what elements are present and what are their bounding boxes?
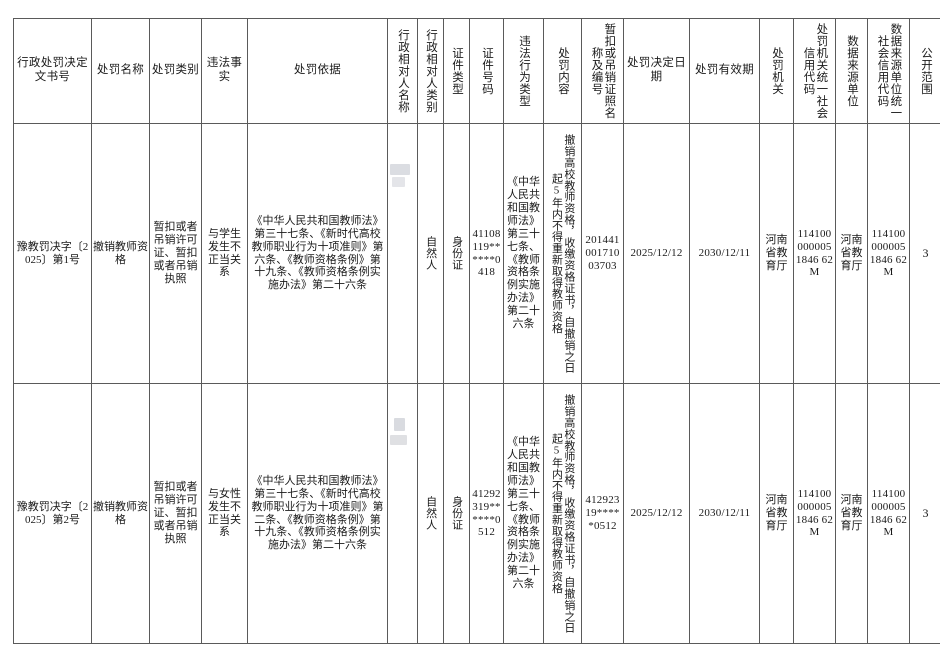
col-header-penalty-basis: 处罚依据 — [247, 18, 388, 124]
cell-authority: 河南省教育厅 — [759, 123, 794, 384]
cell-authority: 河南省教育厅 — [759, 383, 794, 644]
cell-cert-number: 41292319******0512 — [469, 383, 504, 644]
cell-public-range: 3 — [909, 123, 940, 384]
cell-source-unit-credit-code: 1141000000051846 62M — [867, 123, 910, 384]
cell-illegal-fact: 与女性发生不正当关系 — [201, 383, 248, 644]
header-label: 处罚决定日期 — [627, 57, 686, 83]
header-label: 处罚名称 — [96, 64, 145, 77]
table-header: 行政处罚决定文书号 处罚名称 处罚类别 违法事实 处罚依据 行政相对人名称 行政… — [13, 18, 940, 124]
cell-violation-type: 《中华人民共和国教师法》第三十七条、《教师资格条例实施办法》第二十六条 — [503, 383, 544, 644]
cell-valid-period: 2030/12/11 — [689, 383, 760, 644]
cell-penalty-name: 撤销教师资格 — [91, 123, 150, 384]
cell-public-range: 3 — [909, 383, 940, 644]
header-label: 行政相对人类别 — [424, 29, 437, 113]
cell-cert-type: 身份证 — [443, 123, 470, 384]
col-header-party-name: 行政相对人名称 — [387, 18, 418, 124]
cell-party-type: 自然人 — [417, 383, 444, 644]
cell-decision-date: 2025/12/12 — [623, 383, 690, 644]
col-header-penalty-category: 处罚类别 — [149, 18, 202, 124]
col-header-public-range: 公开范围 — [909, 18, 940, 124]
header-label: 证件号码 — [480, 47, 493, 95]
cell-valid-period: 2030/12/11 — [689, 123, 760, 384]
col-header-suspended-cert: 暂扣或吊销证照名称及编号 — [581, 18, 624, 124]
col-header-penalty-content: 处罚内容 — [543, 18, 582, 124]
col-header-authority: 处罚机关 — [759, 18, 794, 124]
col-header-source-unit-credit-code: 数据来源单位统一社会信用代码 — [867, 18, 910, 124]
table-body: 豫教罚决字〔2025〕第1号 撤销教师资格 暂扣或者吊销许可证、暂扣或者吊销执照… — [13, 123, 940, 644]
cell-source-unit-credit-code: 1141000000051846 62M — [867, 383, 910, 644]
header-label: 数据来源单位 — [845, 35, 858, 107]
cell-decision-doc-no: 豫教罚决字〔2025〕第2号 — [13, 383, 92, 644]
cell-party-type: 自然人 — [417, 123, 444, 384]
cell-violation-type: 《中华人民共和国教师法》第三十七条、《教师资格条例实施办法》第二十六条 — [503, 123, 544, 384]
redaction-block — [390, 435, 407, 445]
col-header-decision-date: 处罚决定日期 — [623, 18, 690, 124]
header-label: 违法事实 — [206, 57, 243, 83]
header-label: 处罚机关 — [770, 47, 783, 95]
header-label: 处罚机关统一社会信用代码 — [802, 23, 828, 119]
col-header-cert-number: 证件号码 — [469, 18, 504, 124]
header-label: 暂扣或吊销证照名称及编号 — [590, 23, 616, 119]
cell-authority-credit-code: 1141000000051846 62M — [793, 383, 836, 644]
cell-cert-number: 41108119******0418 — [469, 123, 504, 384]
header-label: 违法行为类型 — [517, 35, 530, 107]
col-header-party-type: 行政相对人类别 — [417, 18, 444, 124]
cell-suspended-cert: 20144100171003703 — [581, 123, 624, 384]
col-header-illegal-fact: 违法事实 — [201, 18, 248, 124]
cell-suspended-cert: 41292319*****0512 — [581, 383, 624, 644]
table-row: 豫教罚决字〔2025〕第2号 撤销教师资格 暂扣或者吊销许可证、暂扣或者吊销执照… — [13, 383, 940, 644]
cell-decision-date: 2025/12/12 — [623, 123, 690, 384]
redaction-block — [390, 164, 410, 175]
penalty-disclosure-table: 行政处罚决定文书号 处罚名称 处罚类别 违法事实 处罚依据 行政相对人名称 行政… — [13, 18, 940, 644]
cell-illegal-fact: 与学生发生不正当关系 — [201, 123, 248, 384]
cell-penalty-content: 撤销高校教师资格，收缴资格证书，自撤销之日起5年内不得重新取得教师资格 — [543, 123, 582, 384]
cell-authority-credit-code: 1141000000051846 62M — [793, 123, 836, 384]
cell-penalty-category: 暂扣或者吊销许可证、暂扣或者吊销执照 — [149, 383, 202, 644]
cell-penalty-basis: 《中华人民共和国教师法》第三十七条、《新时代高校教师职业行为十项准则》第二条、《… — [247, 383, 388, 644]
col-header-authority-credit-code: 处罚机关统一社会信用代码 — [793, 18, 836, 124]
cell-party-name-redacted — [387, 123, 418, 384]
header-row: 行政处罚决定文书号 处罚名称 处罚类别 违法事实 处罚依据 行政相对人名称 行政… — [13, 18, 940, 124]
header-label: 行政相对人名称 — [396, 29, 409, 113]
col-header-valid-period: 处罚有效期 — [689, 18, 760, 124]
header-label: 处罚内容 — [556, 47, 569, 95]
cell-penalty-basis: 《中华人民共和国教师法》第三十七条、《新时代高校教师职业行为十项准则》第六条、《… — [247, 123, 388, 384]
cell-penalty-name: 撤销教师资格 — [91, 383, 150, 644]
header-label: 处罚有效期 — [695, 64, 754, 77]
redaction-block — [394, 418, 405, 431]
cell-source-unit: 河南省教育厅 — [835, 383, 868, 644]
redaction-block — [392, 177, 405, 187]
cell-party-name-redacted — [387, 383, 418, 644]
header-label: 处罚依据 — [293, 64, 342, 77]
table-row: 豫教罚决字〔2025〕第1号 撤销教师资格 暂扣或者吊销许可证、暂扣或者吊销执照… — [13, 123, 940, 384]
header-label: 公开范围 — [919, 47, 932, 95]
header-label: 行政处罚决定文书号 — [17, 57, 88, 83]
cell-penalty-category: 暂扣或者吊销许可证、暂扣或者吊销执照 — [149, 123, 202, 384]
col-header-decision-doc-no: 行政处罚决定文书号 — [13, 18, 92, 124]
cell-source-unit: 河南省教育厅 — [835, 123, 868, 384]
col-header-violation-type: 违法行为类型 — [503, 18, 544, 124]
col-header-source-unit: 数据来源单位 — [835, 18, 868, 124]
cell-penalty-content: 撤销高校教师资格，收缴资格证书，自撤销之日起5年内不得重新取得教师资格 — [543, 383, 582, 644]
col-header-cert-type: 证件类型 — [443, 18, 470, 124]
header-label: 数据来源单位统一社会信用代码 — [876, 23, 902, 119]
cell-cert-type: 身份证 — [443, 383, 470, 644]
header-label: 证件类型 — [450, 47, 463, 95]
col-header-penalty-name: 处罚名称 — [91, 18, 150, 124]
cell-decision-doc-no: 豫教罚决字〔2025〕第1号 — [13, 123, 92, 384]
header-label: 处罚类别 — [151, 64, 200, 77]
